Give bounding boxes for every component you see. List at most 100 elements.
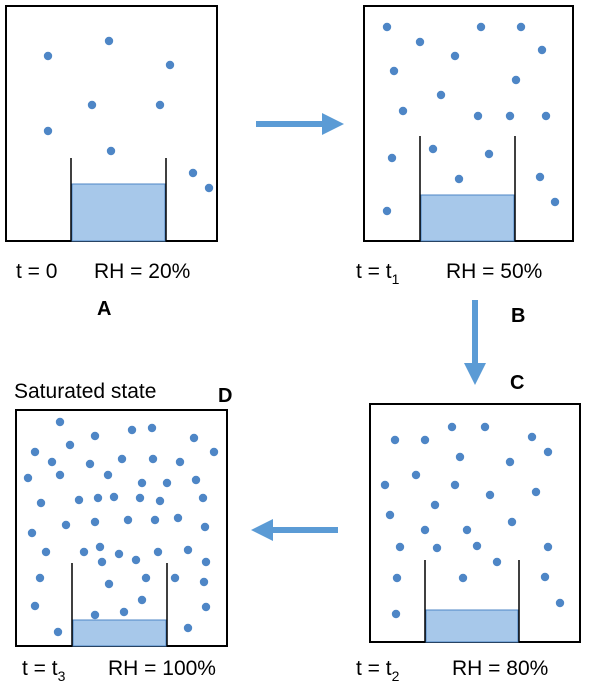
water-vapor-molecule [114,549,124,559]
rh-label: RH = 100% [108,657,216,680]
water-vapor-molecule [127,425,137,435]
water-vapor-molecule [505,457,515,467]
water-vapor-molecule [93,493,103,503]
water-vapor-molecule [428,144,438,154]
water-vapor-molecule [95,542,105,552]
water-vapor-molecule [23,473,33,483]
water-vapor-molecule [183,545,193,555]
water-vapor-molecule [450,51,460,61]
rh-label: RH = 20% [94,260,190,283]
time-label: t = t2 [356,657,400,684]
water-vapor-molecule [106,146,116,156]
water-vapor-molecule [148,454,158,464]
water-vapor-molecule [97,557,107,567]
water-vapor-molecule [511,75,521,85]
vapor-molecules [382,22,560,216]
water-vapor-molecule [109,492,119,502]
water-vapor-molecule [188,168,198,178]
water-vapor-molecule [55,470,65,480]
water-vapor-molecule [411,470,421,480]
water-vapor-molecule [473,111,483,121]
water-vapor-molecule [507,517,517,527]
water-vapor-molecule [492,557,502,567]
water-vapor-molecule [382,206,392,216]
water-vapor-molecule [415,37,425,47]
water-vapor-molecule [43,51,53,61]
water-vapor-molecule [480,422,490,432]
water-surface [71,183,166,242]
water-vapor-molecule [30,447,40,457]
water-vapor-molecule [104,579,114,589]
panel-letter: B [511,305,525,327]
arrow-right [256,113,344,135]
water-vapor-molecule [391,609,401,619]
water-vapor-molecule [382,22,392,32]
water-vapor-molecule [505,111,515,121]
water-vapor-molecule [65,440,75,450]
water-vapor-molecule [41,547,51,557]
rh-label: RH = 50% [446,260,542,283]
water-vapor-molecule [531,487,541,497]
vapor-molecules [380,422,565,619]
water-vapor-molecule [476,22,486,32]
water-vapor-molecule [455,452,465,462]
water-vapor-molecule [200,522,210,532]
water-vapor-molecule [543,542,553,552]
water-vapor-molecule [150,515,160,525]
vapor-molecules [23,417,219,637]
water-vapor-molecule [165,60,175,70]
panel-c: C t = t2 RH = 80% [356,372,581,684]
water-vapor-molecule [420,435,430,445]
water-vapor-molecule [30,601,40,611]
panel-letter: D [218,385,232,407]
panel-a: t = 0 RH = 20% A [5,5,218,320]
water-vapor-molecule [183,623,193,633]
water-vapor-molecule [541,111,551,121]
water-vapor-molecule [555,598,565,608]
water-vapor-molecule [117,454,127,464]
water-vapor-molecule [87,100,97,110]
water-vapor-molecule [47,457,57,467]
water-vapor-molecule [436,90,446,100]
water-vapor-molecule [141,573,151,583]
water-vapor-molecule [90,431,100,441]
water-vapor-molecule [189,433,199,443]
water-vapor-molecule [199,577,209,587]
panel-letter: C [510,372,524,394]
water-vapor-molecule [131,555,141,565]
water-vapor-molecule [74,495,84,505]
water-vapor-molecule [458,573,468,583]
water-vapor-molecule [484,149,494,159]
water-vapor-molecule [420,525,430,535]
water-vapor-molecule [447,422,457,432]
water-vapor-molecule [380,480,390,490]
water-vapor-molecule [103,470,113,480]
water-vapor-molecule [198,493,208,503]
container-box [15,409,228,647]
water-vapor-molecule [462,525,472,535]
time-label: t = t3 [22,657,66,684]
water-vapor-molecule [516,22,526,32]
water-vapor-molecule [543,447,553,457]
water-vapor-molecule [79,547,89,557]
water-vapor-molecule [85,459,95,469]
water-vapor-molecule [204,183,214,193]
water-vapor-molecule [43,126,53,136]
water-vapor-molecule [450,480,460,490]
arrow-left [251,519,338,541]
water-surface [420,194,515,242]
rh-label: RH = 80% [452,657,548,680]
water-vapor-molecule [104,36,114,46]
panel-letter: A [97,298,111,320]
water-vapor-molecule [385,510,395,520]
panel-title: Saturated state [14,380,156,403]
water-vapor-molecule [398,106,408,116]
water-vapor-molecule [147,423,157,433]
water-surface [425,609,519,643]
water-vapor-molecule [137,595,147,605]
water-vapor-molecule [55,417,65,427]
water-vapor-molecule [472,541,482,551]
water-vapor-molecule [527,432,537,442]
water-vapor-molecule [540,572,550,582]
